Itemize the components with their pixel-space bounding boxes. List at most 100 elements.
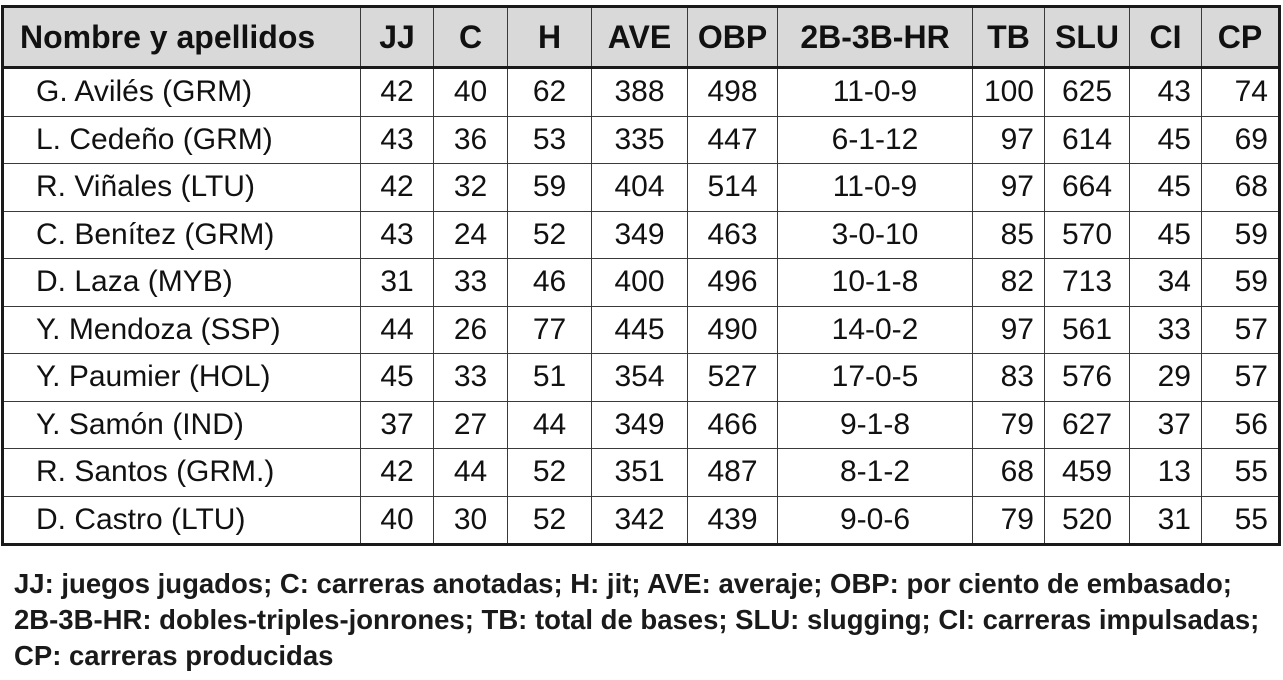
stat-cell-ci: 13	[1129, 448, 1202, 496]
column-header-ci: CI	[1129, 6, 1202, 69]
table-row: R. Santos (GRM.) 42 44 52 351 487 8-1-2 68 459 13…	[2, 448, 1280, 496]
stat-cell-tb: 100	[972, 67, 1045, 116]
column-header-h: H	[507, 6, 592, 69]
table-row: L. Cedeño (GRM) 43 36 53 335 447 6-1-12 97 614 45…	[2, 116, 1280, 164]
player-name-cell: Y. Mendoza (SSP)	[36, 312, 281, 346]
table-row: C. Benítez (GRM) 43 24 52 349 463 3-0-10 85 570 4…	[2, 211, 1280, 259]
stat-cell-jj: 43	[360, 211, 434, 259]
stat-cell-obp: 463	[687, 211, 778, 259]
player-name-cell: Y. Samón (IND)	[36, 407, 244, 441]
stat-cell-ci: 45	[1129, 211, 1202, 259]
stat-cell-ave: 354	[591, 353, 688, 401]
stat-cell-slu: 520	[1044, 496, 1130, 545]
stat-cell-obp: 498	[687, 67, 778, 116]
stat-cell-ave: 351	[591, 448, 688, 496]
stat-cell-c: 30	[433, 496, 508, 545]
table-body: G. Avilés (GRM) 42 40 62 388 498 11-0-9 100 625 4…	[2, 67, 1280, 545]
stat-cell-2b-3b-hr: 14-0-2	[777, 306, 973, 354]
stat-cell-cp: 57	[1201, 353, 1280, 401]
stat-cell-cp: 55	[1201, 448, 1280, 496]
stat-cell-cp: 56	[1201, 401, 1280, 449]
stat-cell-jj: 42	[360, 448, 434, 496]
stat-cell-cp: 68	[1201, 163, 1280, 211]
stat-cell-jj: 44	[360, 306, 434, 354]
stat-cell-slu: 614	[1044, 116, 1130, 164]
column-header-c: C	[433, 6, 508, 69]
stat-cell-jj: 42	[360, 67, 434, 116]
stat-cell-2b-3b-hr: 11-0-9	[777, 67, 973, 116]
player-name-cell: D. Castro (LTU)	[36, 502, 246, 536]
stat-cell-tb: 82	[972, 258, 1045, 306]
stat-cell-ci: 43	[1129, 67, 1202, 116]
stat-cell-ci: 37	[1129, 401, 1202, 449]
stat-cell-2b-3b-hr: 11-0-9	[777, 163, 973, 211]
stat-cell-c: 32	[433, 163, 508, 211]
column-header-ave: AVE	[591, 6, 688, 69]
stat-cell-obp: 487	[687, 448, 778, 496]
stat-cell-tb: 79	[972, 496, 1045, 545]
stat-cell-tb: 97	[972, 163, 1045, 211]
column-header-name: Nombre y apellidos	[2, 6, 361, 69]
stat-cell-2b-3b-hr: 10-1-8	[777, 258, 973, 306]
stat-cell-obp: 496	[687, 258, 778, 306]
stat-cell-slu: 664	[1044, 163, 1130, 211]
column-header-obp: OBP	[687, 6, 778, 69]
stat-cell-2b-3b-hr: 17-0-5	[777, 353, 973, 401]
stat-cell-tb: 68	[972, 448, 1045, 496]
column-header-tb: TB	[972, 6, 1045, 69]
stat-cell-2b-3b-hr: 3-0-10	[777, 211, 973, 259]
stat-cell-jj: 43	[360, 116, 434, 164]
stat-cell-h: 62	[507, 67, 592, 116]
stat-cell-c: 33	[433, 353, 508, 401]
player-name-cell: G. Avilés (GRM)	[36, 75, 253, 109]
stat-cell-jj: 40	[360, 496, 434, 545]
stat-cell-obp: 439	[687, 496, 778, 545]
stat-cell-h: 46	[507, 258, 592, 306]
stat-cell-h: 51	[507, 353, 592, 401]
player-name-cell: D. Laza (MYB)	[36, 265, 233, 299]
column-header-jj: JJ	[360, 6, 434, 69]
stat-cell-h: 77	[507, 306, 592, 354]
stat-cell-ci: 34	[1129, 258, 1202, 306]
stat-cell-ave: 388	[591, 67, 688, 116]
legend-text: JJ: juegos jugados; C: carreras anotadas…	[14, 568, 1260, 671]
stat-cell-ci: 33	[1129, 306, 1202, 354]
stat-cell-obp: 514	[687, 163, 778, 211]
stat-cell-h: 44	[507, 401, 592, 449]
player-name-cell: R. Santos (GRM.)	[36, 455, 275, 489]
stat-cell-ci: 31	[1129, 496, 1202, 545]
stat-cell-cp: 74	[1201, 67, 1280, 116]
stat-cell-jj: 45	[360, 353, 434, 401]
table-row: Y. Paumier (HOL) 45 33 51 354 527 17-0-5 83 576 2…	[2, 353, 1280, 401]
table-row: Y. Mendoza (SSP) 44 26 77 445 490 14-0-2 97 561 3…	[2, 306, 1280, 354]
stat-cell-2b-3b-hr: 8-1-2	[777, 448, 973, 496]
stat-cell-ave: 342	[591, 496, 688, 545]
player-name-cell: Y. Paumier (HOL)	[36, 360, 271, 394]
stat-cell-ave: 404	[591, 163, 688, 211]
column-header-slu: SLU	[1044, 6, 1130, 69]
stat-cell-ci: 45	[1129, 116, 1202, 164]
stat-cell-obp: 466	[687, 401, 778, 449]
stat-cell-tb: 97	[972, 306, 1045, 354]
stat-cell-ave: 400	[591, 258, 688, 306]
stat-cell-c: 26	[433, 306, 508, 354]
table-row: D. Castro (LTU) 40 30 52 342 439 9-0-6 79 520 31 5…	[3, 496, 1280, 545]
stat-cell-ci: 45	[1129, 163, 1202, 211]
stat-cell-cp: 55	[1201, 496, 1280, 545]
stat-cell-cp: 59	[1201, 258, 1280, 306]
table-row: D. Laza (MYB) 31 33 46 400 496 10-1-8 82 713 34 59	[2, 258, 1280, 306]
stat-cell-slu: 561	[1044, 306, 1130, 354]
stat-cell-c: 40	[433, 67, 508, 116]
player-name-cell: R. Viñales (LTU)	[36, 170, 255, 204]
stat-cell-ave: 445	[591, 306, 688, 354]
player-name-cell: L. Cedeño (GRM)	[36, 122, 273, 156]
stat-cell-slu: 576	[1044, 353, 1130, 401]
stat-cell-slu: 713	[1044, 258, 1130, 306]
stat-cell-2b-3b-hr: 6-1-12	[777, 116, 973, 164]
stat-cell-slu: 570	[1044, 211, 1130, 259]
stat-cell-ave: 349	[591, 401, 688, 449]
stat-cell-c: 36	[433, 116, 508, 164]
stat-cell-h: 59	[507, 163, 592, 211]
stat-cell-2b-3b-hr: 9-1-8	[777, 401, 973, 449]
stat-cell-jj: 37	[360, 401, 434, 449]
